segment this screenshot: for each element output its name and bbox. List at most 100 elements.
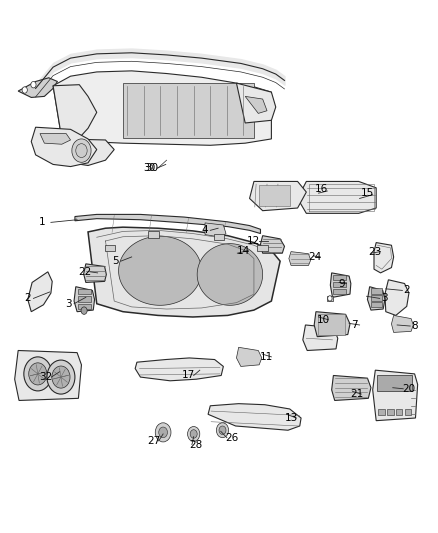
Text: 12: 12 [247,236,261,246]
Polygon shape [28,272,52,312]
Polygon shape [332,375,371,400]
Text: 28: 28 [190,440,203,450]
Text: 2: 2 [25,293,31,303]
Polygon shape [330,273,351,297]
Bar [371,302,382,308]
Bar [214,234,224,240]
Text: 2: 2 [403,286,410,295]
Polygon shape [374,243,394,273]
Circle shape [187,426,200,441]
Bar [387,409,394,415]
Polygon shape [74,287,95,312]
Circle shape [24,357,52,391]
Text: 30: 30 [145,163,158,173]
Text: 8: 8 [411,321,418,331]
Circle shape [216,423,229,438]
Circle shape [31,82,36,88]
Polygon shape [205,223,226,237]
Polygon shape [62,139,114,165]
Bar [333,282,346,287]
Text: 3: 3 [381,293,388,303]
Polygon shape [53,85,97,139]
Circle shape [72,139,91,163]
Bar [396,409,403,415]
Text: 21: 21 [350,389,363,399]
Text: 13: 13 [284,413,298,423]
Bar [371,295,382,301]
Circle shape [81,307,87,314]
Text: 23: 23 [369,247,382,256]
Text: 26: 26 [226,433,239,443]
Text: 27: 27 [147,436,160,446]
Text: 32: 32 [39,372,52,382]
Polygon shape [208,403,301,430]
Circle shape [159,427,167,438]
Circle shape [190,430,197,438]
Text: 24: 24 [308,252,321,262]
Bar [378,375,413,391]
Polygon shape [385,280,409,316]
Text: 5: 5 [112,256,118,266]
Bar [105,245,115,251]
Text: 11: 11 [260,352,273,362]
Bar [371,288,382,294]
Polygon shape [14,351,81,400]
Text: 16: 16 [315,184,328,195]
Polygon shape [327,296,332,301]
Polygon shape [314,312,350,337]
Text: 30: 30 [143,163,155,173]
Polygon shape [18,78,57,98]
Polygon shape [237,83,276,123]
Polygon shape [84,264,106,282]
Circle shape [47,360,75,394]
Circle shape [328,296,332,301]
Text: 20: 20 [403,384,416,394]
Polygon shape [392,316,413,333]
Polygon shape [75,214,261,233]
Polygon shape [237,348,262,367]
Bar [258,245,268,251]
Text: 22: 22 [78,267,91,277]
Bar [318,314,345,335]
Polygon shape [250,181,306,211]
Polygon shape [31,127,97,166]
Polygon shape [40,134,71,144]
Polygon shape [373,370,418,421]
Text: 1: 1 [39,217,46,228]
Bar [333,289,346,294]
Polygon shape [197,244,263,305]
Circle shape [22,87,27,93]
Bar [148,231,159,238]
Bar [378,409,385,415]
Bar [405,409,411,415]
Bar [78,304,91,309]
Text: 3: 3 [65,298,72,309]
Polygon shape [289,252,311,265]
Polygon shape [135,358,223,381]
Bar [78,289,91,294]
Bar [333,275,346,280]
Polygon shape [119,236,201,305]
Polygon shape [245,96,267,114]
Polygon shape [53,71,272,146]
Text: 15: 15 [361,188,374,198]
Circle shape [219,426,226,434]
Circle shape [76,144,87,158]
Circle shape [52,366,70,388]
Bar [259,185,290,206]
Bar [123,83,254,138]
Text: 4: 4 [202,225,208,236]
Text: 7: 7 [351,320,358,330]
Circle shape [29,363,47,385]
Polygon shape [297,181,376,213]
Text: 14: 14 [237,246,250,255]
Polygon shape [367,287,385,310]
Polygon shape [303,325,338,351]
Text: 17: 17 [182,370,195,381]
Circle shape [155,423,171,442]
Polygon shape [88,227,280,317]
Polygon shape [261,236,285,253]
Text: 9: 9 [338,279,345,288]
Text: 10: 10 [316,314,329,325]
Bar [78,296,91,302]
